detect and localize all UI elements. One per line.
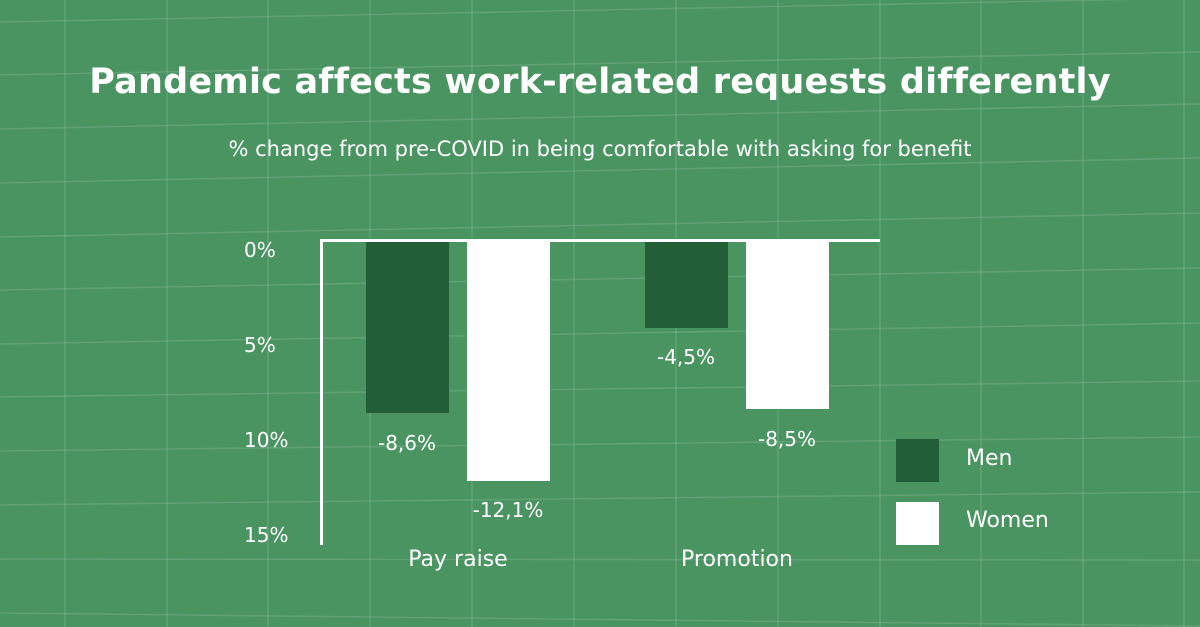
- value-label-promotion-men: -4,5%: [656, 345, 716, 369]
- y-tick-15: 15%: [244, 523, 289, 547]
- legend-swatch-women: [896, 502, 939, 545]
- y-tick-10: 10%: [244, 428, 289, 452]
- y-tick-0: 0%: [244, 238, 276, 262]
- value-label-promotion-women: -8,5%: [757, 427, 817, 451]
- category-label-pay-raise: Pay raise: [408, 547, 508, 572]
- category-label-promotion: Promotion: [681, 547, 793, 572]
- x-axis-baseline: [320, 239, 880, 242]
- bar-promotion-women: [746, 242, 829, 409]
- chart-subtitle: % change from pre-COVID in being comfort…: [228, 137, 972, 161]
- value-label-pay-raise-women: -12,1%: [472, 498, 544, 522]
- legend-label-women: Women: [966, 508, 1049, 533]
- y-tick-5: 5%: [244, 333, 276, 357]
- value-label-pay-raise-men: -8,6%: [377, 431, 437, 455]
- legend-swatch-men: [896, 439, 939, 482]
- bar-pay-raise-men: [366, 242, 449, 413]
- bar-pay-raise-women: [467, 242, 550, 481]
- chart-title: Pandemic affects work-related requests d…: [89, 62, 1111, 102]
- bar-promotion-men: [645, 242, 728, 328]
- legend-label-men: Men: [966, 446, 1013, 471]
- y-axis-line: [320, 239, 323, 545]
